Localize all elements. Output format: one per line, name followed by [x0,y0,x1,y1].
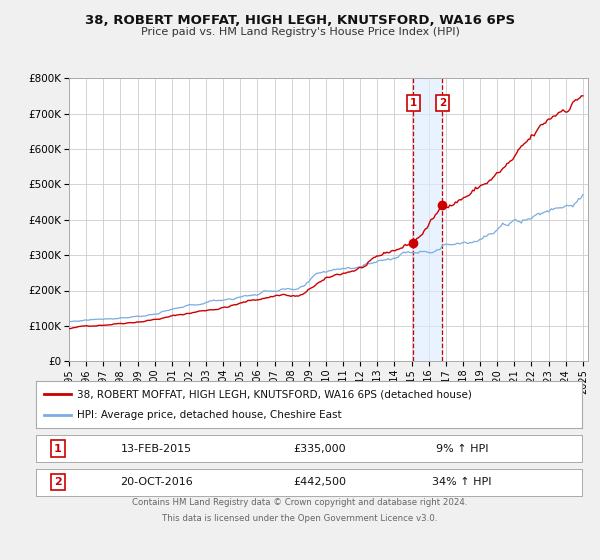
Text: 38, ROBERT MOFFAT, HIGH LEGH, KNUTSFORD, WA16 6PS: 38, ROBERT MOFFAT, HIGH LEGH, KNUTSFORD,… [85,14,515,27]
Text: 2: 2 [439,98,446,108]
Text: 38, ROBERT MOFFAT, HIGH LEGH, KNUTSFORD, WA16 6PS (detached house): 38, ROBERT MOFFAT, HIGH LEGH, KNUTSFORD,… [77,389,472,399]
Text: This data is licensed under the Open Government Licence v3.0.: This data is licensed under the Open Gov… [163,514,437,523]
Text: Price paid vs. HM Land Registry's House Price Index (HPI): Price paid vs. HM Land Registry's House … [140,27,460,37]
Text: 13-FEB-2015: 13-FEB-2015 [121,444,191,454]
Text: 1: 1 [54,444,62,454]
Text: £442,500: £442,500 [293,477,346,487]
Text: HPI: Average price, detached house, Cheshire East: HPI: Average price, detached house, Ches… [77,410,341,420]
Text: £335,000: £335,000 [293,444,346,454]
Text: Contains HM Land Registry data © Crown copyright and database right 2024.: Contains HM Land Registry data © Crown c… [132,498,468,507]
Text: 1: 1 [410,98,417,108]
Text: 2: 2 [54,477,62,487]
Text: 34% ↑ HPI: 34% ↑ HPI [432,477,491,487]
Text: 9% ↑ HPI: 9% ↑ HPI [436,444,488,454]
Text: 20-OCT-2016: 20-OCT-2016 [120,477,193,487]
Bar [413,78,442,361]
